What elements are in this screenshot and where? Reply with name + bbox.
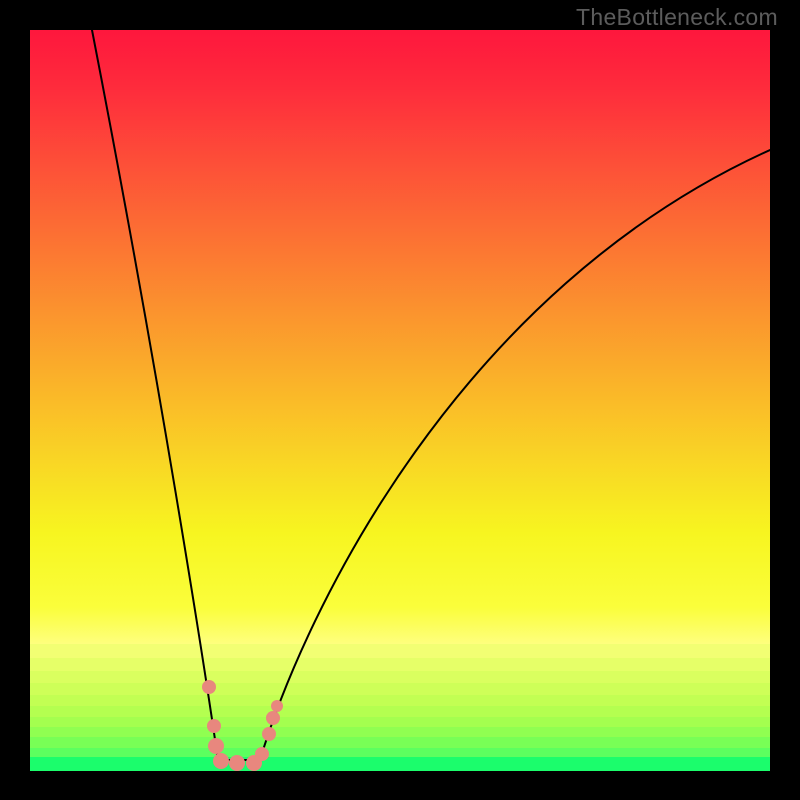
- chart-frame: TheBottleneck.com: [0, 0, 800, 800]
- data-marker: [266, 711, 280, 725]
- bottleneck-curve-path: [92, 30, 770, 760]
- data-marker: [202, 680, 216, 694]
- data-marker: [271, 700, 283, 712]
- plot-area: [30, 30, 770, 770]
- data-marker: [229, 755, 245, 771]
- data-marker: [208, 738, 224, 754]
- data-marker: [255, 747, 269, 761]
- data-marker: [213, 753, 229, 769]
- watermark-text: TheBottleneck.com: [576, 4, 778, 31]
- data-marker: [207, 719, 221, 733]
- data-marker: [262, 727, 276, 741]
- bottleneck-curve: [30, 30, 770, 770]
